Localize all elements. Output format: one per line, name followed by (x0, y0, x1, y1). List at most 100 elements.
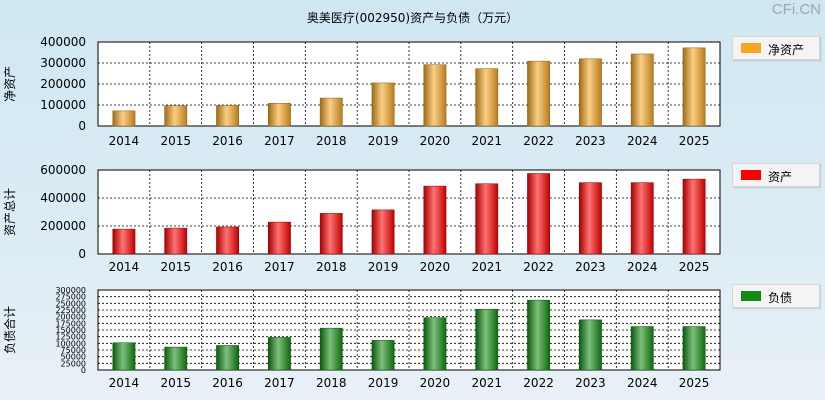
bar-2024 (630, 182, 654, 255)
y-tick-label: 0 (78, 247, 86, 261)
bar-2024 (630, 53, 654, 127)
bar-2018 (319, 97, 343, 127)
y-tick-label: 600000 (40, 163, 86, 177)
bar-2024 (630, 326, 654, 371)
y-tick-label: 200000 (40, 77, 86, 91)
y-tick-label: 300000 (40, 56, 86, 70)
legend-swatch-total-assets (741, 170, 761, 180)
y-tick-label: 275000 (55, 293, 86, 302)
y-tick-label: 50000 (61, 353, 86, 362)
x-tick-label: 2023 (575, 376, 606, 390)
legend-net-assets: 净资产 (732, 36, 820, 60)
x-tick-label: 2023 (575, 260, 606, 274)
bar-2020 (423, 64, 447, 127)
x-tick-label: 2015 (160, 134, 191, 148)
bar-2019 (371, 209, 395, 255)
x-tick-label: 2025 (679, 260, 710, 274)
y-tick-label: 200000 (55, 313, 86, 322)
bar-2014 (112, 228, 136, 255)
x-tick-label: 2024 (627, 134, 658, 148)
legend-label-net-assets: 净资产 (768, 43, 805, 57)
x-tick-label: 2018 (316, 376, 347, 390)
bar-2022 (527, 173, 550, 255)
bar-2017 (268, 221, 291, 255)
x-tick-label: 2014 (109, 260, 140, 274)
y-tick-label: 175000 (55, 319, 86, 328)
bar-2023 (579, 58, 602, 127)
bar-2018 (319, 327, 343, 371)
bar-2021 (475, 308, 499, 371)
x-tick-label: 2015 (160, 260, 191, 274)
x-tick-label: 2014 (109, 134, 140, 148)
y-axis-label: 负债合计 (2, 306, 17, 354)
y-tick-label: 25000 (61, 359, 86, 368)
bar-2025 (682, 178, 706, 255)
x-tick-label: 2021 (471, 260, 502, 274)
y-axis-label: 净资产 (3, 66, 17, 102)
watermark-logo: CFi.CN (771, 1, 821, 18)
x-tick-label: 2020 (420, 260, 451, 274)
y-tick-label: 200000 (40, 219, 86, 233)
bar-2015 (164, 105, 188, 127)
bar-2019 (371, 82, 395, 127)
legend-label-liabilities: 负债 (768, 291, 793, 305)
legend-total-assets: 资产 (732, 163, 820, 187)
bar-2014 (112, 110, 136, 127)
bar-2017 (268, 103, 291, 127)
y-tick-label: 400000 (40, 191, 86, 205)
y-tick-label: 100000 (55, 339, 86, 348)
x-tick-label: 2017 (264, 260, 295, 274)
bar-2015 (164, 227, 188, 255)
legend-liabilities: 负债 (732, 284, 820, 308)
bar-2025 (682, 326, 706, 371)
bar-2022 (527, 299, 550, 371)
bar-2020 (423, 317, 447, 371)
x-tick-label: 2016 (212, 134, 243, 148)
y-tick-label: 125000 (55, 333, 86, 342)
y-tick-label: 400000 (40, 35, 86, 49)
y-tick-label: 100000 (40, 98, 86, 112)
y-tick-label: 0 (78, 119, 86, 133)
x-tick-label: 2024 (627, 260, 658, 274)
bar-2025 (682, 47, 706, 127)
x-tick-label: 2019 (368, 376, 399, 390)
y-tick-label: 150000 (55, 326, 86, 335)
x-tick-label: 2021 (471, 134, 502, 148)
bar-2015 (164, 346, 188, 371)
chart-panel-1: 0 200000 400000 600000 2014 2015 2016 2017 2018 2… (3, 163, 721, 274)
y-tick-label: 0 (81, 366, 86, 375)
y-tick-label: 300000 (55, 286, 86, 295)
bar-2021 (475, 68, 499, 127)
x-tick-label: 2019 (368, 260, 399, 274)
bar-2017 (268, 337, 291, 371)
x-tick-label: 2023 (575, 134, 606, 148)
bar-2022 (527, 60, 550, 127)
x-tick-label: 2024 (627, 376, 658, 390)
bar-2023 (579, 319, 602, 371)
x-tick-label: 2016 (212, 260, 243, 274)
x-tick-label: 2021 (471, 376, 502, 390)
x-tick-label: 2016 (212, 376, 243, 390)
x-tick-label: 2018 (316, 134, 347, 148)
x-tick-label: 2014 (109, 376, 140, 390)
x-tick-label: 2017 (264, 376, 295, 390)
x-tick-label: 2022 (523, 260, 554, 274)
x-tick-label: 2022 (523, 134, 554, 148)
bar-2021 (475, 183, 499, 255)
x-tick-label: 2025 (679, 134, 710, 148)
bar-2023 (579, 182, 602, 255)
bar-2016 (216, 226, 239, 255)
x-tick-label: 2020 (420, 134, 451, 148)
legend-swatch-liabilities (741, 291, 761, 301)
bar-2018 (319, 213, 343, 255)
legend-swatch-net-assets (741, 43, 761, 53)
x-tick-label: 2015 (160, 376, 191, 390)
legend-label-total-assets: 资产 (768, 170, 793, 184)
bar-2016 (216, 345, 239, 371)
bar-2014 (112, 342, 136, 371)
bar-2020 (423, 185, 447, 255)
x-tick-label: 2017 (264, 134, 295, 148)
chart-title: 奥美医疗(002950)资产与负债（万元） (306, 11, 519, 25)
x-tick-label: 2022 (523, 376, 554, 390)
